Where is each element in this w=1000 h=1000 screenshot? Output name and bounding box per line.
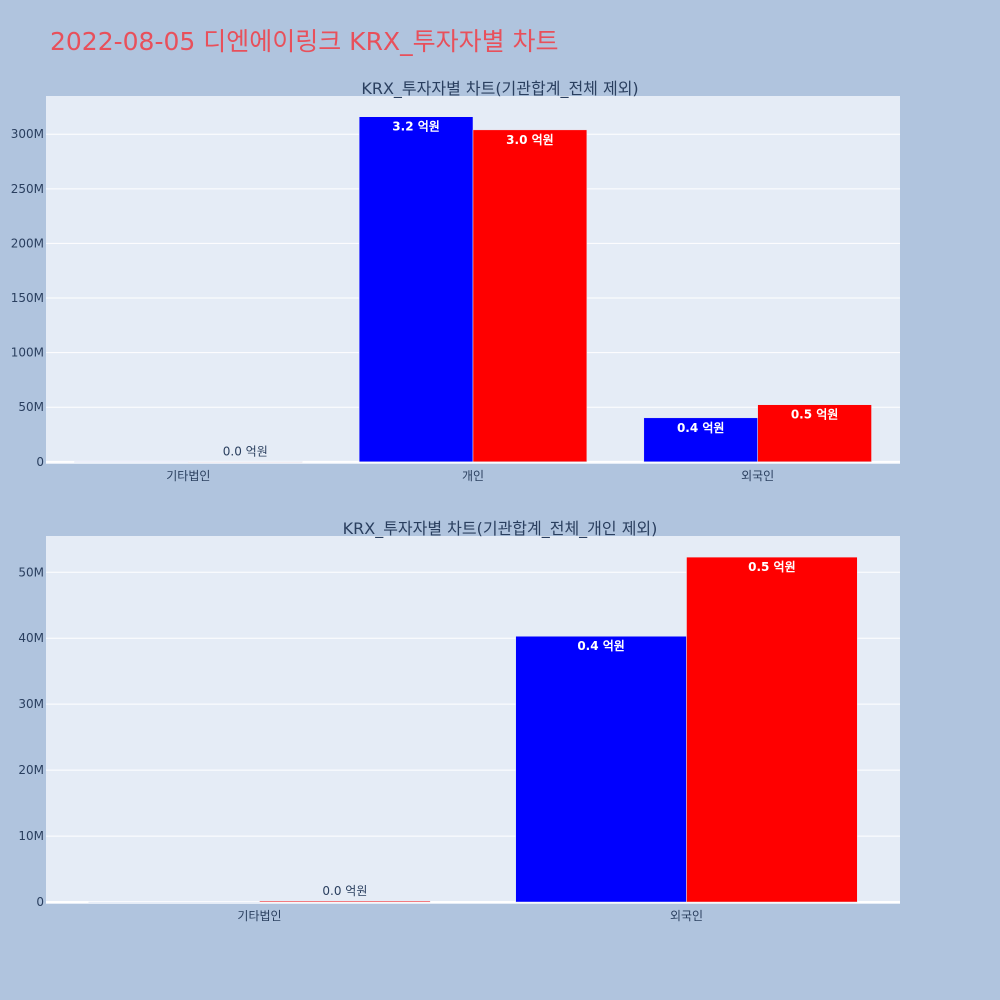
y-tick-label: 150M bbox=[11, 291, 44, 305]
bar bbox=[757, 404, 872, 463]
bar bbox=[88, 901, 260, 903]
bar bbox=[515, 635, 687, 903]
data-label: 3.2 억원 bbox=[392, 120, 440, 134]
data-label: 0.0 억원 bbox=[223, 445, 268, 459]
bar bbox=[643, 417, 758, 463]
bar bbox=[259, 900, 431, 903]
data-label: 0.0 억원 bbox=[322, 884, 367, 898]
x-tick-label: 개인 bbox=[462, 469, 484, 483]
bar bbox=[188, 461, 303, 463]
x-tick-label: 기타법인 bbox=[237, 909, 281, 923]
y-tick-label: 200M bbox=[11, 236, 44, 250]
y-tick-label: 20M bbox=[18, 763, 44, 777]
bar bbox=[358, 116, 474, 463]
y-tick-label: 30M bbox=[18, 697, 44, 711]
y-tick-label: 300M bbox=[11, 127, 44, 141]
subplot-title: KRX_투자자별 차트(기관합계_전체_개인 제외) bbox=[343, 519, 658, 539]
y-tick-label: 0 bbox=[36, 895, 44, 909]
y-tick-label: 50M bbox=[18, 565, 44, 579]
bar bbox=[686, 556, 858, 903]
y-tick-label: 0 bbox=[36, 455, 44, 469]
x-tick-label: 외국인 bbox=[741, 469, 774, 483]
data-label: 0.5 억원 bbox=[791, 408, 839, 422]
subplot-title: KRX_투자자별 차트(기관합계_전체 제외) bbox=[361, 79, 638, 99]
data-label: 0.4 억원 bbox=[677, 421, 725, 435]
x-tick-label: 기타법인 bbox=[166, 469, 210, 483]
page-title: 2022-08-05 디엔에이링크 KRX_투자자별 차트 bbox=[50, 27, 559, 56]
bar bbox=[472, 129, 588, 463]
data-label: 0.4 억원 bbox=[577, 639, 625, 653]
y-tick-label: 250M bbox=[11, 182, 44, 196]
y-tick-label: 40M bbox=[18, 631, 44, 645]
data-label: 0.5 억원 bbox=[748, 560, 796, 574]
y-tick-label: 100M bbox=[11, 346, 44, 360]
y-tick-label: 10M bbox=[18, 829, 44, 843]
x-tick-label: 외국인 bbox=[670, 909, 703, 923]
data-label: 3.0 억원 bbox=[506, 133, 554, 147]
bar bbox=[74, 461, 189, 463]
y-tick-label: 50M bbox=[18, 400, 44, 414]
